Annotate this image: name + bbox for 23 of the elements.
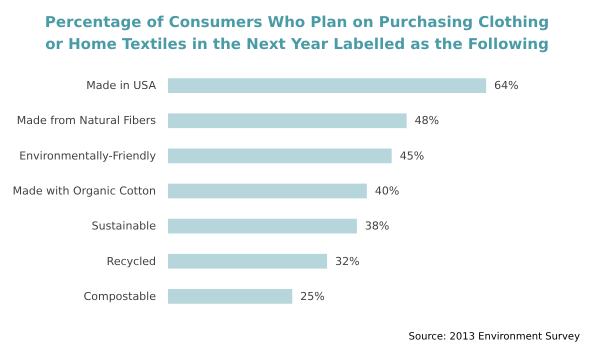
y-tick-label: Environmentally-Friendly	[19, 149, 156, 162]
y-tick-label: Made with Organic Cotton	[12, 184, 156, 198]
bar	[168, 218, 357, 234]
data-label: 40%	[374, 184, 400, 198]
data-label: 25%	[300, 290, 325, 303]
bar	[168, 289, 292, 304]
bar	[168, 184, 367, 198]
source-note: Source: 2013 Environment Survey	[408, 332, 580, 342]
y-tick-label: Compostable	[84, 290, 156, 303]
bar	[168, 254, 328, 269]
y-tick-label: Made in USA	[86, 79, 156, 92]
bar	[168, 78, 486, 93]
data-label: 48%	[414, 114, 440, 128]
y-tick-label: Made from Natural Fibers	[16, 114, 156, 128]
y-tick-label: Sustainable	[92, 220, 156, 233]
bar	[168, 148, 392, 164]
data-label: 32%	[335, 254, 360, 268]
chart-title: Percentage of Consumers Who Plan on Purchasing Clothing or Home Textiles in the Next Year Labelled as the Following	[44, 13, 550, 53]
bar	[168, 113, 407, 128]
data-label: 45%	[400, 149, 424, 162]
data-label: 64%	[494, 79, 519, 92]
data-label: 38%	[364, 220, 390, 233]
y-tick-label: Recycled	[106, 254, 156, 268]
